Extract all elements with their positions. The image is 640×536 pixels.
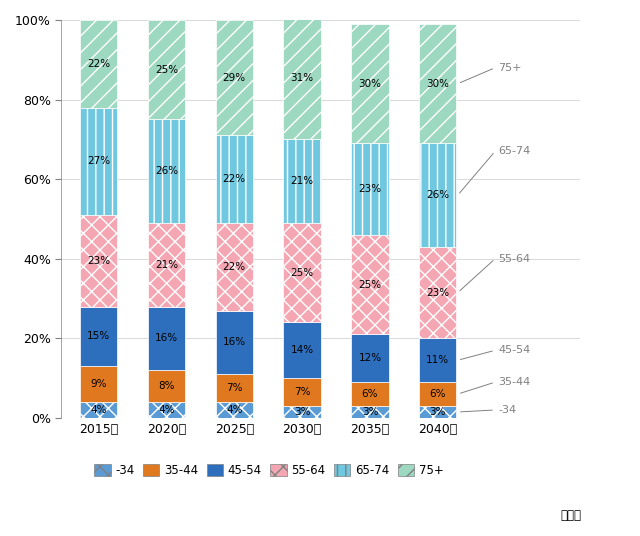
- Bar: [80, 366, 117, 402]
- Text: 7%: 7%: [294, 387, 310, 397]
- Bar: [80, 402, 117, 418]
- Text: 30%: 30%: [426, 79, 449, 88]
- Bar: [419, 247, 456, 338]
- Bar: [284, 16, 321, 139]
- Bar: [148, 120, 185, 223]
- Bar: [419, 24, 456, 143]
- Bar: [419, 143, 456, 247]
- Text: 27%: 27%: [87, 157, 110, 166]
- Bar: [148, 223, 185, 307]
- Text: 30%: 30%: [358, 79, 381, 88]
- Bar: [80, 215, 117, 307]
- Bar: [148, 402, 185, 418]
- Text: 3%: 3%: [429, 407, 446, 417]
- Bar: [351, 235, 388, 334]
- Text: 11%: 11%: [426, 355, 449, 365]
- Bar: [216, 310, 253, 374]
- Bar: [216, 136, 253, 223]
- Bar: [351, 382, 388, 406]
- Text: 25%: 25%: [291, 267, 314, 278]
- Bar: [351, 406, 388, 418]
- Text: 4%: 4%: [158, 405, 175, 415]
- Bar: [284, 406, 321, 418]
- Text: 6%: 6%: [429, 389, 446, 399]
- Text: 22%: 22%: [223, 262, 246, 272]
- Text: 12%: 12%: [358, 353, 381, 363]
- Bar: [80, 108, 117, 215]
- Text: （歳）: （歳）: [560, 509, 581, 522]
- Bar: [80, 307, 117, 366]
- Bar: [419, 406, 456, 418]
- Text: 15%: 15%: [87, 331, 110, 341]
- Bar: [216, 223, 253, 310]
- Bar: [80, 20, 117, 108]
- Bar: [284, 323, 321, 378]
- Bar: [351, 24, 388, 143]
- Bar: [284, 139, 321, 223]
- Text: 31%: 31%: [291, 73, 314, 83]
- Text: 23%: 23%: [358, 184, 381, 194]
- Text: 35-44: 35-44: [499, 377, 531, 387]
- Text: 55-64: 55-64: [499, 254, 531, 264]
- Text: 6%: 6%: [362, 389, 378, 399]
- Bar: [284, 378, 321, 406]
- Text: 3%: 3%: [294, 407, 310, 417]
- Text: 16%: 16%: [223, 337, 246, 347]
- Text: -34: -34: [499, 405, 516, 415]
- Text: 16%: 16%: [155, 333, 178, 344]
- Bar: [419, 382, 456, 406]
- Text: 29%: 29%: [223, 73, 246, 83]
- Text: 25%: 25%: [155, 65, 178, 75]
- Text: 45-54: 45-54: [499, 345, 531, 355]
- Legend: -34, 35-44, 45-54, 55-64, 65-74, 75+: -34, 35-44, 45-54, 55-64, 65-74, 75+: [90, 460, 448, 482]
- Text: 9%: 9%: [90, 379, 107, 389]
- Text: 22%: 22%: [223, 174, 246, 184]
- Text: 22%: 22%: [87, 59, 110, 69]
- Bar: [148, 370, 185, 402]
- Bar: [284, 223, 321, 323]
- Text: 23%: 23%: [426, 288, 449, 297]
- Text: 7%: 7%: [226, 383, 243, 393]
- Text: 26%: 26%: [155, 166, 178, 176]
- Bar: [216, 20, 253, 136]
- Text: 75+: 75+: [499, 63, 522, 73]
- Text: 8%: 8%: [158, 381, 175, 391]
- Bar: [351, 334, 388, 382]
- Text: 65-74: 65-74: [499, 146, 531, 157]
- Text: 26%: 26%: [426, 190, 449, 200]
- Text: 21%: 21%: [291, 176, 314, 186]
- Bar: [351, 143, 388, 235]
- Text: 4%: 4%: [90, 405, 107, 415]
- Bar: [148, 20, 185, 120]
- Bar: [148, 307, 185, 370]
- Text: 4%: 4%: [226, 405, 243, 415]
- Text: 14%: 14%: [291, 345, 314, 355]
- Bar: [216, 374, 253, 402]
- Text: 25%: 25%: [358, 280, 381, 289]
- Text: 21%: 21%: [155, 260, 178, 270]
- Text: 3%: 3%: [362, 407, 378, 417]
- Bar: [419, 338, 456, 382]
- Text: 23%: 23%: [87, 256, 110, 266]
- Bar: [216, 402, 253, 418]
